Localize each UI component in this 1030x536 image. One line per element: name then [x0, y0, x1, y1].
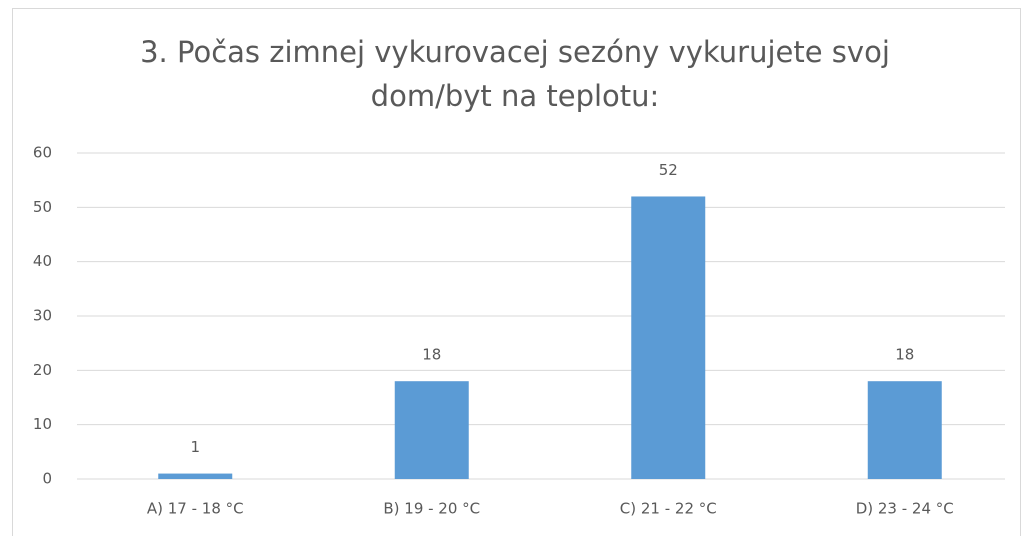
y-tick-label: 0	[42, 470, 52, 488]
data-label: 18	[422, 346, 441, 364]
x-tick-label: A) 17 - 18 °C	[147, 500, 244, 518]
y-tick-label: 10	[33, 415, 52, 433]
chart-border	[12, 8, 1021, 536]
x-tick-label: B) 19 - 20 °C	[383, 500, 480, 518]
bar	[867, 381, 942, 479]
x-tick-label: D) 23 - 24 °C	[856, 500, 954, 518]
data-label: 18	[895, 346, 914, 364]
x-tick-label: C) 21 - 22 °C	[620, 500, 717, 518]
bar	[158, 473, 233, 479]
y-tick-label: 50	[33, 198, 52, 216]
bar	[631, 196, 706, 479]
chart-title: 3. Počas zimnej vykurovacej sezóny vykur…	[140, 35, 890, 113]
y-tick-label: 60	[33, 144, 52, 162]
data-label: 1	[190, 438, 200, 456]
y-tick-label: 40	[33, 252, 52, 270]
y-tick-label: 20	[33, 361, 52, 379]
bar	[394, 381, 469, 479]
y-tick-label: 30	[33, 307, 52, 325]
data-label: 52	[659, 161, 678, 179]
